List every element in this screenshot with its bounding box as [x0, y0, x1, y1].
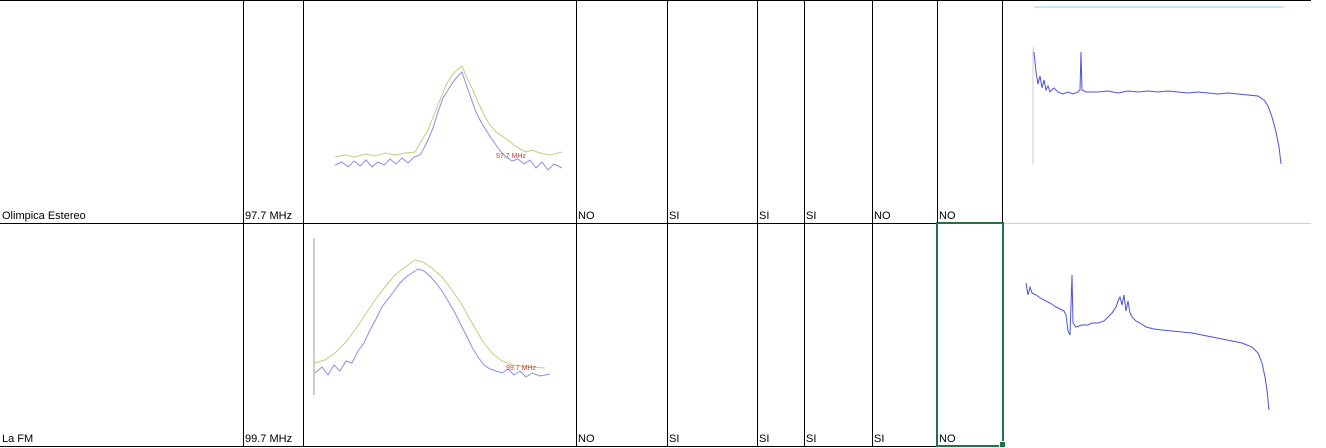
wideband-image-row2[interactable] — [1022, 265, 1272, 413]
trace-live — [334, 71, 563, 171]
status-cell[interactable]: NO — [939, 433, 956, 445]
status-cell[interactable]: NO — [939, 210, 956, 222]
marker-label: 97.7 MHz — [496, 153, 526, 160]
status-cell[interactable]: SI — [759, 210, 770, 222]
marker-label: 99.7 MHz — [506, 365, 536, 372]
trace-wideband — [1033, 51, 1282, 165]
scroll-edge — [1311, 0, 1326, 447]
status-cell[interactable]: SI — [806, 433, 817, 445]
status-cell[interactable]: SI — [759, 433, 770, 445]
trace-max — [334, 65, 563, 158]
frequency-cell[interactable]: 99.7 MHz — [245, 433, 293, 445]
frequency-cell[interactable]: 97.7 MHz — [245, 210, 293, 222]
status-cell[interactable]: SI — [669, 433, 680, 445]
status-cell[interactable]: NO — [578, 433, 595, 445]
station-name-cell[interactable]: Olimpica Estereo — [2, 210, 86, 222]
wideband-image-row1[interactable] — [1028, 2, 1293, 170]
status-cell[interactable]: SI — [806, 210, 817, 222]
status-cell[interactable]: NO — [578, 210, 595, 222]
selected-cell-border[interactable] — [936, 222, 1004, 447]
spectrum-image-row1[interactable]: 97.7 MHz — [330, 60, 570, 185]
status-cell[interactable]: SI — [874, 433, 885, 445]
status-cell[interactable]: NO — [874, 210, 891, 222]
station-name-cell[interactable]: La FM — [2, 433, 34, 445]
trace-max — [314, 259, 546, 369]
trace-live — [314, 268, 551, 378]
status-cell[interactable]: SI — [669, 210, 680, 222]
spectrum-image-row2[interactable]: 99.7 MHz — [310, 235, 560, 400]
row-divider — [0, 223, 1003, 224]
row-divider — [1003, 223, 1311, 224]
row-divider — [0, 0, 1311, 1]
trace-wideband — [1025, 274, 1270, 411]
